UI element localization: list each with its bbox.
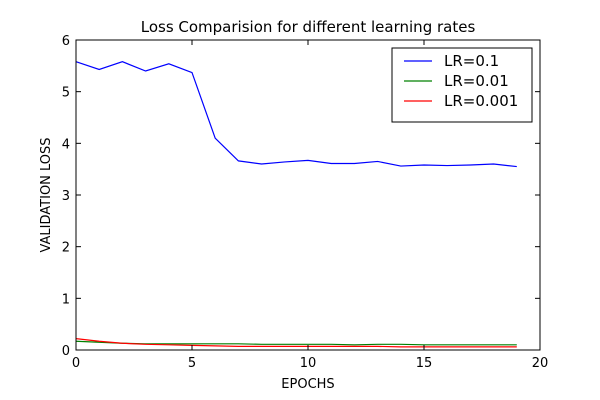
legend-frame (391, 47, 533, 123)
legend-label-0: LR=0.1 (444, 52, 499, 70)
x-tick-label: 10 (300, 356, 317, 371)
x-tick-label: 15 (416, 356, 433, 371)
y-tick-label: 6 (62, 34, 70, 49)
y-tick-label: 3 (62, 189, 70, 204)
legend: LR=0.1 LR=0.01 LR=0.001 (391, 47, 533, 123)
x-tick-label: 0 (72, 356, 80, 371)
x-axis-label: EPOCHS (281, 377, 334, 392)
legend-label-1: LR=0.01 (444, 72, 509, 90)
y-axis-label: VALIDATION LOSS (39, 137, 54, 252)
series-line-1 (75, 340, 517, 346)
axis-ticks: 0 5 10 15 20 0 1 2 3 4 5 6 (62, 34, 549, 371)
series-lines (75, 61, 517, 348)
series-line-2 (75, 338, 517, 348)
y-tick-label: 1 (62, 292, 70, 307)
x-tick-label: 20 (532, 356, 549, 371)
y-tick-label: 2 (62, 241, 70, 256)
y-tick-label: 0 (62, 344, 70, 359)
x-tick-label: 5 (188, 356, 196, 371)
legend-label-2: LR=0.001 (444, 92, 518, 110)
chart-title: Loss Comparision for different learning … (141, 18, 476, 36)
y-tick-label: 5 (62, 86, 70, 101)
y-tick-label: 4 (62, 137, 70, 152)
series-line-0 (75, 61, 517, 168)
